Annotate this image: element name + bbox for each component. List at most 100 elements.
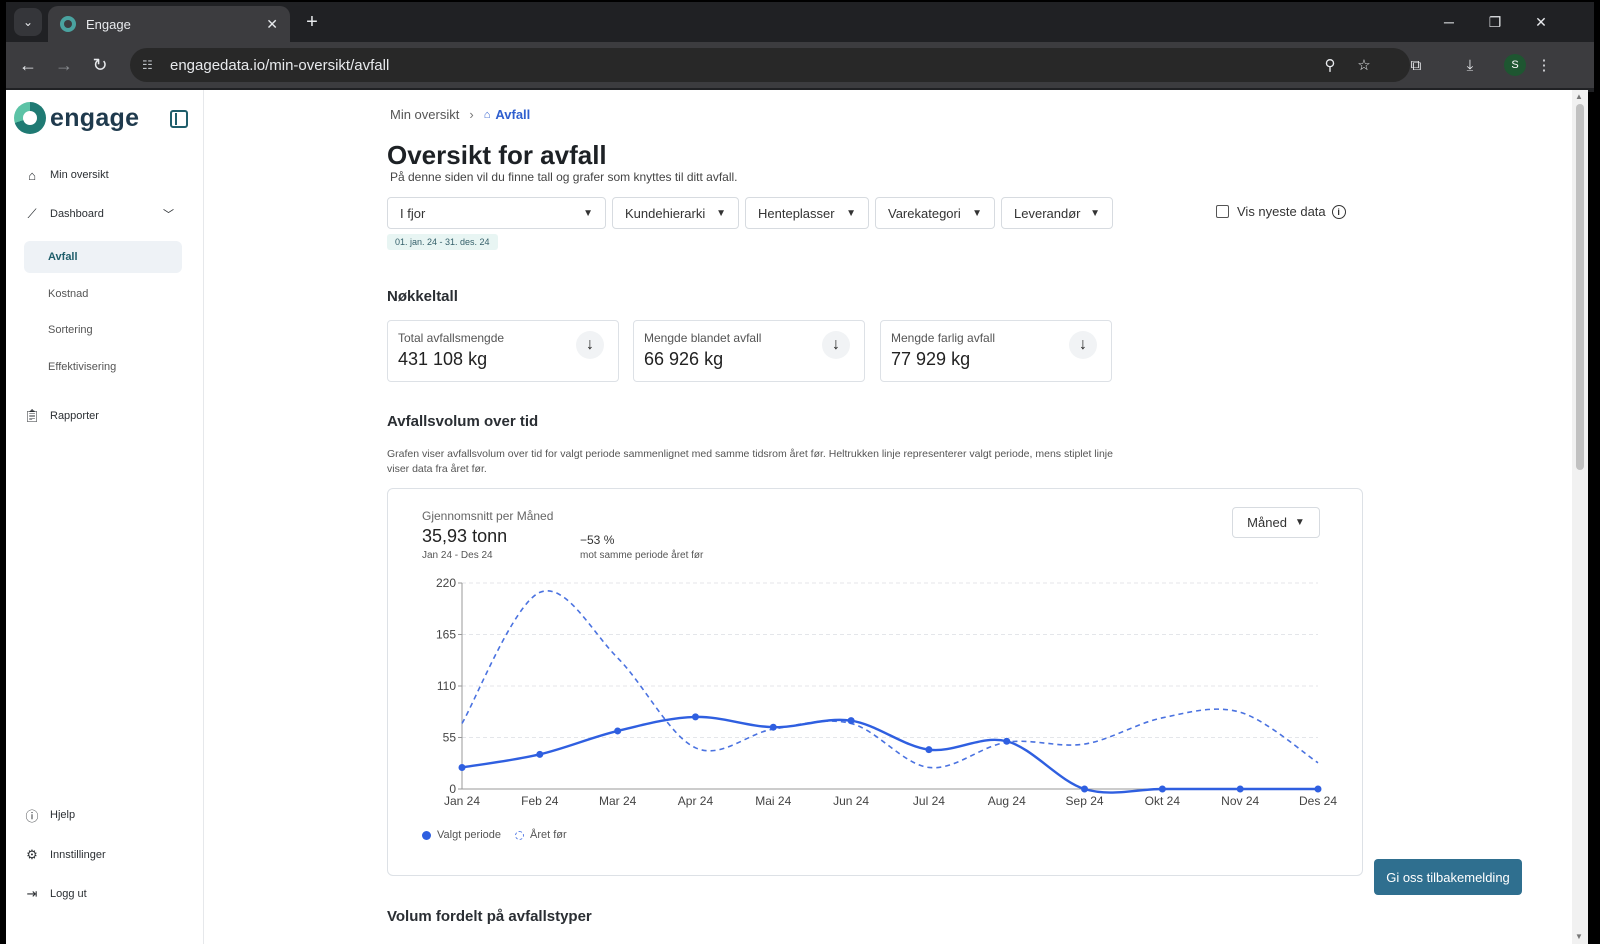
x-tick-label: Des 24 <box>1299 794 1337 808</box>
kpi-unit: kg <box>951 349 971 369</box>
data-point <box>1236 785 1244 793</box>
x-tick-label: Jul 24 <box>913 794 945 808</box>
data-point <box>458 763 466 771</box>
new-tab-icon[interactable]: + <box>306 10 318 33</box>
kpi-label: Mengde blandet avfall <box>644 331 762 345</box>
browser-tab[interactable]: Engage ✕ <box>48 6 290 42</box>
page-title: Oversikt for avfall <box>387 140 607 170</box>
tab-strip: ⌄ Engage ✕ + ─ ❐ ✕ <box>6 2 1594 42</box>
hierarchy-filter[interactable]: Kundehierarki ▼ <box>612 197 739 229</box>
tab-search-icon[interactable]: ⌄ <box>14 8 42 36</box>
latest-data-toggle[interactable]: Vis nyeste data i <box>1216 204 1346 219</box>
reload-icon[interactable]: ↻ <box>92 54 108 75</box>
site-settings-icon[interactable]: ☷ <box>142 58 153 72</box>
sidebar-item-rapporter[interactable]: 📋︎ Rapporter <box>24 401 192 431</box>
latest-data-checkbox[interactable] <box>1216 205 1229 218</box>
zoom-icon[interactable]: ⚲ <box>1324 57 1336 74</box>
average-number: 35,93 <box>422 526 468 546</box>
engage-logo[interactable]: engage <box>14 102 139 134</box>
sidebar: engage ⌂ Min oversikt ⟋ Dashboard ﹀ Avfa… <box>6 90 204 944</box>
close-tab-icon[interactable]: ✕ <box>266 15 278 32</box>
x-tick-label: Apr 24 <box>678 794 714 808</box>
category-filter[interactable]: Varekategori ▼ <box>875 197 995 229</box>
change-label: mot samme periode året før <box>580 550 704 561</box>
home-icon: ⌂ <box>28 167 36 183</box>
data-point <box>1158 785 1166 793</box>
download-icon[interactable]: ⤓ <box>1466 56 1474 74</box>
close-window-icon[interactable]: ✕ <box>1535 13 1547 30</box>
bin-icon: ⌂ <box>483 108 491 121</box>
sidebar-item-label: Dashboard <box>50 208 104 220</box>
data-point <box>1314 785 1322 793</box>
category-filter-label: Varekategori <box>888 205 961 221</box>
browser-menu-icon[interactable]: ⋮ <box>1536 57 1552 74</box>
legend-label-previous: Året før <box>530 829 567 841</box>
kpi-value: 66 926 kg <box>644 349 723 370</box>
legend-solid-marker <box>422 830 431 840</box>
sidebar-item-dashboard[interactable]: ⟋ Dashboard ﹀ <box>24 199 192 229</box>
arrow-down-icon[interactable]: ↓ <box>1069 331 1097 359</box>
kpi-card-total: Total avfallsmengde 431 108 kg ↓ <box>387 320 619 382</box>
sidebar-item-hjelp[interactable]: ⓘ Hjelp <box>24 800 192 830</box>
x-tick-label: Feb 24 <box>521 794 559 808</box>
scroll-up-icon[interactable]: ▲ <box>1575 92 1583 101</box>
data-point <box>614 727 622 735</box>
breadcrumb-root[interactable]: Min oversikt <box>390 107 460 122</box>
restore-icon[interactable]: ❐ <box>1488 13 1502 30</box>
period-filter[interactable]: I fjor ▼ <box>387 197 606 229</box>
minimize-icon[interactable]: ─ <box>1444 14 1454 30</box>
extensions-icon[interactable]: ⧉ <box>1410 56 1422 74</box>
sidebar-item-label: Logg ut <box>50 888 87 900</box>
y-tick-label: 55 <box>443 731 457 745</box>
granularity-select[interactable]: Måned ▼ <box>1232 507 1320 538</box>
hierarchy-filter-label: Kundehierarki <box>625 205 706 221</box>
x-tick-label: Sep 24 <box>1066 794 1104 808</box>
collapse-sidebar-icon[interactable] <box>170 110 188 128</box>
kpi-number: 77 929 <box>891 349 947 369</box>
legend-dashed-marker <box>515 830 525 840</box>
gear-icon: ⚙ <box>26 847 38 862</box>
supplier-filter[interactable]: Leverandør ▼ <box>1001 197 1113 229</box>
data-point <box>1003 737 1011 745</box>
average-unit: tonn <box>472 526 508 546</box>
bookmark-star-icon[interactable]: ☆ <box>1357 57 1371 74</box>
scroll-thumb[interactable] <box>1576 104 1584 470</box>
locations-filter[interactable]: Henteplasser ▼ <box>745 197 869 229</box>
back-icon[interactable]: ← <box>19 54 37 75</box>
forward-icon[interactable]: → <box>55 54 73 75</box>
logo-text: engage <box>50 103 140 132</box>
x-tick-label: Mai 24 <box>755 794 791 808</box>
kpi-card-hazardous: Mengde farlig avfall 77 929 kg ↓ <box>880 320 1112 382</box>
info-icon[interactable]: i <box>1331 204 1346 219</box>
sidebar-item-avfall[interactable]: Avfall <box>24 241 182 273</box>
page-scrollbar[interactable]: ▲ ▼ <box>1572 90 1588 944</box>
breadcrumb: Min oversikt › ⌂ Avfall <box>390 107 530 122</box>
data-point <box>536 750 544 758</box>
sidebar-item-sortering[interactable]: Sortering <box>48 324 93 336</box>
sidebar-item-kostnad[interactable]: Kostnad <box>48 288 89 300</box>
main-content: Min oversikt › ⌂ Avfall Oversikt for avf… <box>386 90 1386 944</box>
sidebar-item-label: Innstillinger <box>50 849 106 861</box>
x-tick-label: Jun 24 <box>833 794 869 808</box>
sidebar-item-effektivisering[interactable]: Effektivisering <box>48 361 117 373</box>
breadcrumb-current-label: Avfall <box>495 107 531 122</box>
address-bar[interactable]: ☷ engagedata.io/min-oversikt/avfall <box>130 48 1410 82</box>
change-percent: −53 % <box>580 533 615 547</box>
sidebar-item-innstillinger[interactable]: ⚙ Innstillinger <box>24 840 192 870</box>
volume-heading: Avfallsvolum over tid <box>387 413 539 430</box>
scroll-down-icon[interactable]: ▼ <box>1575 932 1583 941</box>
x-tick-label: Jan 24 <box>444 794 480 808</box>
arrow-down-icon[interactable]: ↓ <box>822 331 850 359</box>
volume-description: Grafen viser avfallsvolum over tid for v… <box>387 448 1113 475</box>
chart-legend: Valgt periode Året før <box>422 829 567 841</box>
sidebar-item-min-oversikt[interactable]: ⌂ Min oversikt <box>24 160 192 190</box>
x-tick-label: Okt 24 <box>1145 794 1181 808</box>
legend-label-current: Valgt periode <box>437 829 502 841</box>
kpi-number: 66 926 <box>644 349 700 369</box>
breadcrumb-current: ⌂ Avfall <box>484 107 531 122</box>
sidebar-item-logg-ut[interactable]: ⇥ Logg ut <box>24 879 192 909</box>
arrow-down-icon[interactable]: ↓ <box>576 331 604 359</box>
profile-avatar[interactable]: S <box>1504 54 1526 76</box>
kpi-value: 431 108 kg <box>398 349 487 370</box>
feedback-button[interactable]: Gi oss tilbakemelding <box>1374 859 1522 895</box>
